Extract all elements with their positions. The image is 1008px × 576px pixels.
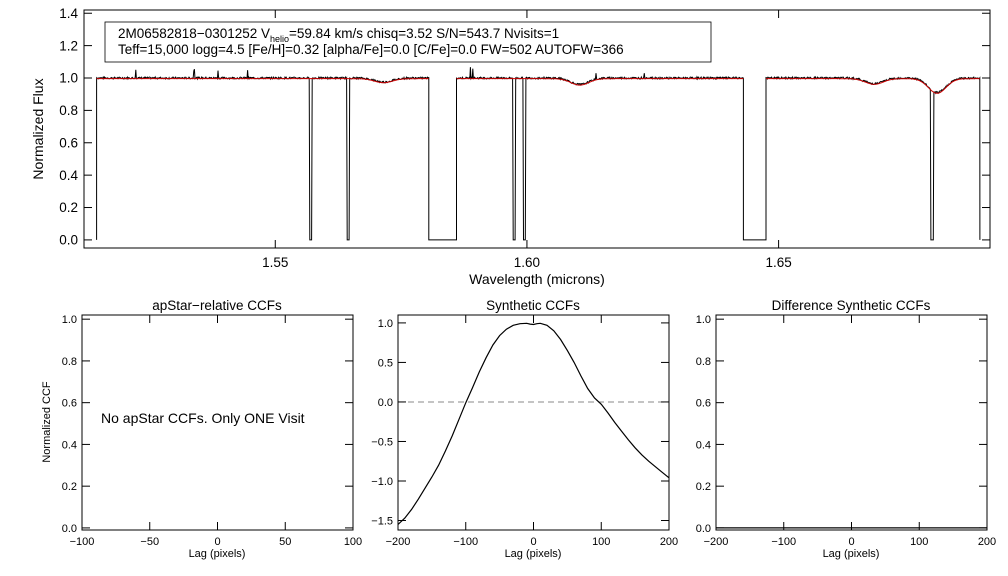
apstar-ccf-y-tick-label: 0.2 xyxy=(62,481,77,493)
apstar-ccf-x-tick-label: 50 xyxy=(279,536,291,548)
synthetic-ccf-x-tick-label: −200 xyxy=(386,536,411,548)
model-spectrum-line-segment xyxy=(456,78,744,86)
synthetic-ccf-title: Synthetic CCFs xyxy=(486,298,580,313)
synthetic-ccf-axis-ticks xyxy=(397,315,670,530)
spectrum-y-tick-label: 1.2 xyxy=(59,38,78,53)
synthetic-ccf-x-tick-label: −100 xyxy=(453,536,478,548)
synthetic-ccf-panel: −200 −100 0 100 200 −1.5 −1.0 −0.5 0.0 0.5 1.0 Syn… xyxy=(371,298,678,560)
synthetic-ccf-y-tick-label: 1.0 xyxy=(378,318,393,330)
synthetic-ccf-tick-labels: −200 −100 0 100 200 −1.5 −1.0 −0.5 0.0 0.5 1.0 xyxy=(371,318,678,548)
spectrum-y-tick-label: 0.6 xyxy=(59,135,78,150)
spectrum-x-tick-label: 1.60 xyxy=(514,255,540,270)
synthetic-ccf-plot-frame xyxy=(397,314,670,531)
model-spectrum-line xyxy=(96,78,429,84)
synthetic-ccf-x-tick-label: 200 xyxy=(660,536,678,548)
apstar-ccf-tick-labels: −100 −50 0 50 100 0.0 0.2 0.4 0.6 0.8 1.0 xyxy=(62,314,362,548)
difference-ccf-plot-frame xyxy=(715,314,988,531)
apstar-ccf-panel: −100 −50 0 50 100 0.0 0.2 0.4 0.6 0.8 1.0 apStar−r… xyxy=(41,298,362,560)
spectrum-x-tick-label: 1.65 xyxy=(765,255,791,270)
apstar-ccf-y-tick-label: 1.0 xyxy=(62,314,77,326)
difference-ccf-x-tick-label: 0 xyxy=(848,536,854,548)
synthetic-ccf-y-tick-label: −0.5 xyxy=(371,436,393,448)
spectrum-axis-ticks xyxy=(84,10,990,248)
spectrum-plot-frame xyxy=(83,9,991,249)
spectrum-y-tick-label: 0.4 xyxy=(59,168,78,183)
header-line1-subscript: helio xyxy=(270,34,289,44)
spectrum-tick-labels: 1.55 1.60 1.65 0.0 0.2 0.4 0.6 0.8 1.0 1.2 1.4 xyxy=(59,6,792,270)
apstar-ccf-x-tick-label: 100 xyxy=(344,536,362,548)
difference-ccf-x-tick-label: −100 xyxy=(771,536,796,548)
spectrum-y-tick-label: 1.0 xyxy=(59,71,78,86)
spectrum-y-tick-label: 0.2 xyxy=(59,200,78,215)
synthetic-ccf-x-tick-label: 100 xyxy=(592,536,610,548)
observed-spectrum-line xyxy=(96,67,981,241)
difference-ccf-x-tick-label: 100 xyxy=(910,536,928,548)
apstar-ccf-x-tick-label: −50 xyxy=(140,536,159,548)
spectrum-x-axis-label: Wavelength (microns) xyxy=(469,271,605,287)
apstar-ccf-annotation: No apStar CCFs. Only ONE Visit xyxy=(101,410,305,426)
model-spectrum-line-segment xyxy=(766,78,980,94)
apstar-ccf-x-tick-label: 0 xyxy=(214,536,220,548)
apstar-ccf-y-axis-label: Normalized CCF xyxy=(41,381,53,463)
difference-ccf-x-tick-label: 200 xyxy=(978,536,996,548)
synthetic-ccf-y-tick-label: −1.5 xyxy=(371,515,393,527)
apstar-ccf-x-axis-label: Lag (pixels) xyxy=(189,548,246,560)
spectrum-info-box xyxy=(104,21,712,63)
synthetic-ccf-y-tick-label: −1.0 xyxy=(371,476,393,488)
apstar-ccf-axis-ticks xyxy=(81,315,354,530)
synthetic-ccf-y-tick-label: 0.0 xyxy=(378,397,393,409)
spectrum-panel: 1.55 1.60 1.65 0.0 0.2 0.4 0.6 0.8 1.0 1.2 1.4 2M0… xyxy=(30,6,991,287)
spectrum-y-axis-label: Normalized Flux xyxy=(30,78,46,179)
header-line1-suffix: =59.84 km/s chisq=3.52 S/N=543.7 Nvisits… xyxy=(289,26,559,41)
difference-ccf-x-tick-label: −200 xyxy=(704,536,729,548)
difference-ccf-tick-labels: −200 −100 0 100 200 0.0 0.2 0.4 0.6 0.8 1.0 xyxy=(696,314,996,548)
difference-ccf-y-tick-label: 0.2 xyxy=(696,481,711,493)
difference-ccf-y-tick-label: 0.4 xyxy=(696,439,711,451)
spectrum-y-tick-label: 0.0 xyxy=(59,233,78,248)
synthetic-ccf-x-axis-label: Lag (pixels) xyxy=(505,548,562,560)
spectrum-y-tick-label: 1.4 xyxy=(59,6,78,21)
difference-ccf-y-tick-label: 1.0 xyxy=(696,314,711,326)
spectrum-x-tick-label: 1.55 xyxy=(262,255,288,270)
apstar-ccf-x-tick-label: −100 xyxy=(70,536,95,548)
apstar-ccf-y-tick-label: 0.6 xyxy=(62,398,77,410)
synthetic-ccf-x-tick-label: 0 xyxy=(530,536,536,548)
difference-ccf-panel: −200 −100 0 100 200 0.0 0.2 0.4 0.6 0.8 1.0 Differ… xyxy=(696,298,996,560)
difference-ccf-y-tick-label: 0.6 xyxy=(696,398,711,410)
difference-ccf-y-tick-label: 0.8 xyxy=(696,356,711,368)
spectrum-header-line2: Teff=15,000 logg=4.5 [Fe/H]=0.32 [alpha/… xyxy=(118,42,624,57)
spectrum-y-tick-label: 0.8 xyxy=(59,103,78,118)
apstar-ccf-title: apStar−relative CCFs xyxy=(152,298,282,313)
synthetic-ccf-line xyxy=(397,322,670,525)
spectrum-header-line1: 2M06582818−0301252 Vhelio=59.84 km/s chi… xyxy=(118,26,559,44)
apstar-ccf-y-tick-label: 0.4 xyxy=(62,439,77,451)
synthetic-ccf-y-tick-label: 0.5 xyxy=(378,357,393,369)
header-line1-prefix: 2M06582818−0301252 V xyxy=(118,26,270,41)
difference-ccf-title: Difference Synthetic CCFs xyxy=(772,298,931,313)
apstar-ccf-y-tick-label: 0.0 xyxy=(62,523,77,535)
difference-ccf-axis-ticks xyxy=(715,315,988,530)
difference-ccf-y-tick-label: 0.0 xyxy=(696,523,711,535)
difference-ccf-x-axis-label: Lag (pixels) xyxy=(823,548,880,560)
apstar-ccf-y-tick-label: 0.8 xyxy=(62,356,77,368)
